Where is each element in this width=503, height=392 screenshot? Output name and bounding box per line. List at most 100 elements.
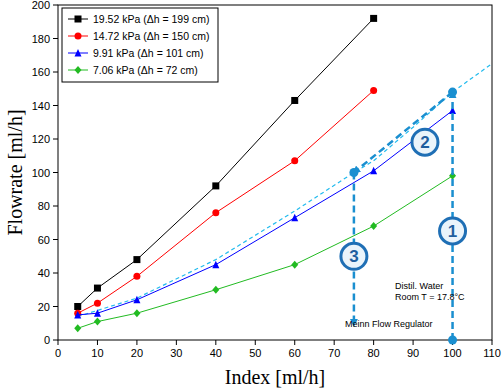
series-line: [78, 111, 453, 315]
x-tick: [97, 340, 98, 345]
note: Meinn Flow Regulator: [345, 319, 433, 329]
arrows: 1 2 3: [341, 88, 466, 345]
y-tick: [53, 206, 58, 207]
series-marker: [133, 273, 140, 280]
x-tick: [136, 340, 137, 345]
y-tick-label: 80: [38, 200, 50, 212]
x-tick-label: 100: [443, 347, 461, 359]
legend-label: 19.52 kPa (Δh = 199 cm): [93, 13, 209, 25]
series-marker: [133, 309, 140, 317]
x-tick-label: 80: [368, 347, 380, 359]
series-marker: [212, 261, 219, 269]
series-line: [78, 176, 453, 328]
x-tick: [413, 340, 414, 345]
series-marker: [212, 209, 219, 216]
x-tick-label: 90: [407, 347, 419, 359]
series-marker: [74, 303, 81, 310]
note: Distil. Water: [395, 281, 443, 291]
series-marker: [94, 318, 101, 326]
series-marker: [94, 285, 101, 292]
y-tick-label: 160: [32, 66, 50, 78]
x-tick-label: 10: [91, 347, 103, 359]
step-badge: [412, 129, 438, 155]
x-tick-label: 0: [55, 347, 61, 359]
y-tick-label: 200: [32, 0, 50, 11]
legend-label: 9.91 kPa (Δh = 101 cm): [93, 47, 204, 59]
y-tick: [53, 72, 58, 73]
series-marker: [133, 256, 140, 263]
x-tick: [215, 340, 216, 345]
step-badge: [440, 218, 466, 244]
y-tick: [53, 340, 58, 341]
legend-label: 7.06 kPa (Δh = 72 cm): [93, 64, 198, 76]
arrow: [451, 92, 454, 340]
plot-frame: [58, 5, 492, 340]
series-marker: [212, 286, 219, 294]
x-tick-label: 60: [289, 347, 301, 359]
y-tick: [53, 5, 58, 6]
series-marker: [94, 300, 101, 307]
y-tick: [53, 239, 58, 240]
y-tick-label: 40: [38, 267, 50, 279]
arrow-start-dot: [349, 168, 358, 177]
series-marker: [212, 182, 219, 189]
legend-label: 14.72 kPa (Δh = 150 cm): [93, 30, 209, 42]
x-tick-label: 30: [170, 347, 182, 359]
x-tick: [373, 340, 374, 345]
arrow: [354, 92, 453, 172]
y-tick-label: 60: [38, 234, 50, 246]
x-tick-label: 50: [249, 347, 261, 359]
x-axis-label: Index [ml/h]: [225, 366, 326, 388]
x-tick: [176, 340, 177, 345]
x-tick: [334, 340, 335, 345]
note: Room T = 17.8°C: [395, 292, 465, 302]
legend: 19.52 kPa (Δh = 199 cm) 14.72 kPa (Δh = 1…: [62, 8, 218, 82]
y-tick: [53, 105, 58, 106]
y-tick-label: 20: [38, 301, 50, 313]
arrow-start-dot: [448, 88, 457, 97]
series-marker: [94, 309, 101, 317]
y-tick: [53, 139, 58, 140]
x-tick-label: 40: [210, 347, 222, 359]
series-marker: [291, 261, 298, 269]
y-tick: [53, 172, 58, 173]
y-tick-label: 100: [32, 167, 50, 179]
x-tick-label: 20: [131, 347, 143, 359]
x-tick-label: 110: [483, 347, 501, 359]
step-label: 2: [420, 133, 429, 152]
step-label: 3: [349, 247, 358, 266]
chart-svg: 0102030405060708090100110020406080100120…: [0, 0, 503, 392]
series-marker: [370, 222, 377, 230]
series-marker: [291, 214, 298, 222]
y-tick: [53, 306, 58, 307]
y-tick-label: 180: [32, 33, 50, 45]
legend-marker: [75, 16, 82, 23]
series-marker: [370, 15, 377, 22]
series-marker: [291, 157, 298, 164]
y-tick: [53, 273, 58, 274]
x-tick: [255, 340, 256, 345]
x-tick: [58, 340, 59, 345]
step-label: 1: [448, 222, 457, 241]
x-tick: [294, 340, 295, 345]
y-axis-label: Flowrate [ml/h]: [4, 109, 26, 235]
legend-box: [62, 8, 218, 82]
series-marker: [74, 324, 81, 332]
x-tick-label: 70: [328, 347, 340, 359]
series-marker: [370, 87, 377, 94]
x-tick: [492, 340, 493, 345]
series-marker: [133, 296, 140, 304]
arrow-start-dot: [448, 336, 457, 345]
y-tick-label: 120: [32, 133, 50, 145]
y-tick-label: 0: [44, 334, 50, 346]
step-badge: [341, 243, 367, 269]
series-line: [78, 90, 374, 313]
y-tick-label: 140: [32, 100, 50, 112]
legend-marker: [75, 33, 82, 40]
y-tick: [53, 38, 58, 39]
series-marker: [74, 311, 81, 319]
legend-marker: [75, 49, 82, 57]
series-marker: [291, 97, 298, 104]
series-marker: [370, 167, 377, 175]
legend-marker: [75, 66, 82, 74]
